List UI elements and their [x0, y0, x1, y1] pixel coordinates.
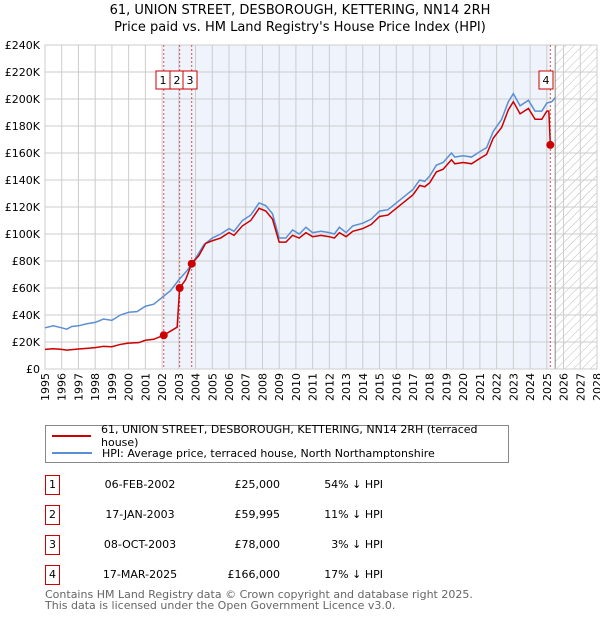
y-tick-label: £40K	[12, 309, 41, 322]
sale-label-box	[182, 70, 198, 90]
y-tick-label: £200K	[5, 93, 41, 106]
y-tick-label: £0	[26, 363, 40, 376]
transaction-date: 06-FEB-2002	[104, 478, 176, 491]
transaction-date: 17-JAN-2003	[105, 508, 175, 521]
transaction-number-badge: 3	[45, 535, 60, 555]
sale-label: 2	[174, 74, 181, 87]
x-tick-label: 1998	[89, 373, 102, 401]
sale-label: 4	[543, 74, 550, 87]
transaction-row: 4 17-MAR-2025 £166,000 17% ↓ HPI	[45, 565, 505, 587]
x-tick-label: 2005	[206, 373, 219, 401]
sale-point	[175, 284, 184, 293]
transaction-number-badge: 4	[45, 565, 60, 585]
footer-copyright: Contains HM Land Registry data © Crown c…	[45, 588, 473, 601]
transaction-price: £78,000	[234, 538, 281, 551]
x-tick-label: 2001	[139, 373, 152, 401]
transaction-number-badge: 2	[45, 505, 60, 525]
x-tick-label: 1999	[106, 373, 119, 401]
x-tick-label: 2006	[223, 373, 236, 401]
x-tick-label: 2012	[323, 373, 336, 401]
y-tick-label: £140K	[5, 174, 41, 187]
y-tick-label: £80K	[12, 255, 41, 268]
x-tick-label: 2003	[173, 373, 186, 401]
y-tick-label: £100K	[5, 228, 41, 241]
x-tick-label: 2023	[507, 373, 520, 401]
x-tick-label: 2004	[190, 373, 203, 401]
x-tick-label: 2025	[541, 373, 554, 401]
transaction-row: 3 08-OCT-2003 £78,000 3% ↓ HPI	[45, 535, 505, 557]
transaction-hpi-diff: 11% ↓ HPI	[324, 508, 383, 521]
sale-label: 3	[187, 74, 194, 87]
x-tick-label: 1995	[39, 373, 52, 401]
transaction-date: 17-MAR-2025	[102, 568, 178, 581]
transaction-price: £59,995	[234, 508, 281, 521]
legend-label: 61, UNION STREET, DESBOROUGH, KETTERING,…	[101, 423, 478, 449]
y-tick-label: £160K	[5, 147, 41, 160]
legend-item-property: 61, UNION STREET, DESBOROUGH, KETTERING,…	[52, 423, 508, 449]
legend-label: HPI: Average price, terraced house, Nort…	[102, 446, 435, 460]
price-chart: 1995 1996 1997 1998 1999 2000 2001 2002 2003 2004…	[5, 39, 600, 401]
transaction-price: £25,000	[234, 478, 281, 491]
y-tick-label: £180K	[5, 120, 41, 133]
y-tick-label: £240K	[5, 39, 41, 52]
x-tick-label: 2007	[240, 373, 253, 401]
x-tick-label: 2014	[357, 373, 370, 401]
x-tick-label: 2009	[273, 373, 286, 401]
footer: Contains HM Land Registry data © Crown c…	[45, 589, 473, 611]
x-tick-label: 1996	[56, 373, 69, 401]
x-tick-label: 2026	[558, 373, 571, 401]
chart-subtitle: Price paid vs. HM Land Registry's House …	[114, 20, 486, 35]
x-tick-label: 2015	[374, 373, 387, 401]
x-tick-label: 2020	[457, 373, 470, 401]
property-price-line	[44, 100, 552, 351]
sale-point	[159, 331, 168, 340]
x-tick-label: 2018	[424, 373, 437, 401]
sale-label-box	[538, 70, 554, 90]
y-tick-label: £220K	[5, 66, 41, 79]
plot-border	[44, 44, 598, 370]
sale-point	[546, 140, 555, 149]
x-tick-label: 2024	[524, 373, 537, 401]
x-tick-label: 2010	[290, 373, 303, 401]
legend-swatch-blue	[52, 452, 92, 454]
x-tick-label: 2002	[156, 373, 169, 401]
transaction-hpi-diff: 3% ↓ HPI	[331, 538, 383, 551]
transaction-row: 1 06-FEB-2002 £25,000 54% ↓ HPI	[45, 475, 505, 497]
x-tick-label: 2000	[123, 373, 136, 401]
transaction-hpi-diff: 17% ↓ HPI	[324, 568, 383, 581]
transaction-price: £166,000	[227, 568, 281, 581]
transaction-hpi-diff: 54% ↓ HPI	[324, 478, 383, 491]
legend-item-hpi: HPI: Average price, terraced house, Nort…	[52, 445, 435, 461]
x-tick-label: 2013	[340, 373, 353, 401]
x-tick-label: 2019	[440, 373, 453, 401]
y-tick-label: £60K	[12, 282, 41, 295]
y-tick-label: £120K	[5, 201, 41, 214]
x-tick-label: 1997	[72, 373, 85, 401]
transaction-date: 08-OCT-2003	[103, 538, 177, 551]
y-tick-label: £20K	[12, 336, 41, 349]
x-tick-label: 2021	[474, 373, 487, 401]
hpi-line	[44, 92, 556, 330]
chart-title: 61, UNION STREET, DESBOROUGH, KETTERING,…	[109, 3, 491, 18]
transaction-row: 2 17-JAN-2003 £59,995 11% ↓ HPI	[45, 505, 505, 527]
x-tick-label: 2028	[591, 373, 600, 401]
x-tick-label: 2011	[307, 373, 320, 401]
x-tick-label: 2022	[491, 373, 504, 401]
x-tick-label: 2027	[574, 373, 587, 401]
x-tick-label: 2008	[256, 373, 269, 401]
x-tick-label: 2017	[407, 373, 420, 401]
legend: 61, UNION STREET, DESBOROUGH, KETTERING,…	[45, 423, 509, 463]
sale-point	[187, 259, 196, 268]
sale-label: 1	[160, 74, 167, 87]
footer-licence: This data is licensed under the Open Gov…	[45, 599, 396, 612]
transaction-number-badge: 1	[45, 475, 60, 495]
x-tick-label: 2016	[390, 373, 403, 401]
legend-swatch-red	[52, 435, 91, 437]
